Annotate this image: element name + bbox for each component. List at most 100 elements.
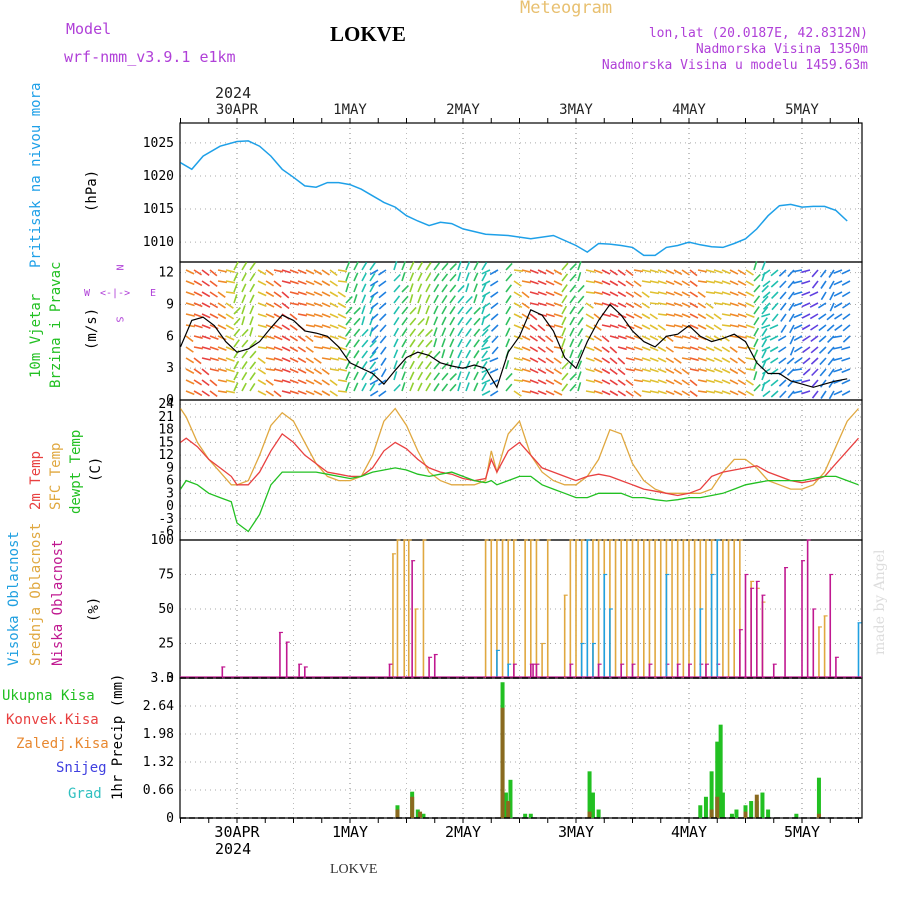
wind-arrow xyxy=(577,317,584,326)
wind-arrow xyxy=(241,382,247,392)
precip-tick-label: 0.66 xyxy=(143,783,174,798)
wind-arrow xyxy=(473,350,480,359)
wind-arrow xyxy=(273,324,283,330)
wind-arrow xyxy=(473,339,480,348)
wind-arrow xyxy=(737,346,748,350)
wind-arrow xyxy=(465,272,470,282)
wind-arrow xyxy=(689,368,699,372)
wind-arrow xyxy=(257,269,267,276)
wind-arrow xyxy=(370,302,379,310)
wind-arrow xyxy=(601,335,610,343)
wind-arrow xyxy=(265,390,275,397)
wind-arrow xyxy=(417,382,423,392)
wind-arrow xyxy=(841,368,851,374)
wind-arrow xyxy=(537,379,547,385)
wind-arrow xyxy=(393,316,400,326)
wind-arrow xyxy=(753,371,758,381)
wind-arrow xyxy=(762,291,771,299)
wind-arrow xyxy=(217,390,228,394)
wind-arrow xyxy=(441,305,448,315)
wind-arrow xyxy=(585,346,595,352)
wind-arrow xyxy=(819,269,827,278)
wind-arrow xyxy=(561,338,566,348)
wind-arrow xyxy=(729,335,740,339)
wind-arrow xyxy=(793,324,803,330)
wind-arrow xyxy=(729,346,738,353)
wind-arrow xyxy=(321,390,331,397)
wind-arrow xyxy=(369,327,374,337)
wind-arrow xyxy=(729,368,739,375)
top-day-label: 3MAY xyxy=(559,102,593,118)
wind-arrow xyxy=(609,269,618,276)
wind-arrow xyxy=(569,373,577,381)
wind-arrow xyxy=(417,272,423,282)
wind-arrow xyxy=(289,335,299,342)
wind-arrow xyxy=(819,357,827,366)
wind-arrow xyxy=(449,383,457,392)
wind-arrow xyxy=(649,280,659,284)
wind-arrow xyxy=(305,313,315,317)
precip-total-bar xyxy=(508,779,513,818)
wind-arrow xyxy=(369,272,376,282)
wind-arrow xyxy=(625,346,635,351)
wind-arrow xyxy=(465,328,472,337)
wind-arrow xyxy=(361,350,369,359)
wind-arrow xyxy=(465,382,470,392)
precip-total-bar xyxy=(415,809,420,818)
wind-arrow xyxy=(393,273,401,282)
wind-arrow xyxy=(433,361,441,370)
wind-arrow xyxy=(641,280,652,284)
wind-arrow xyxy=(577,295,585,304)
wind-arrow xyxy=(321,324,331,329)
wind-arrow xyxy=(353,371,359,381)
compass-w-label: W xyxy=(84,288,91,299)
wind-arrow xyxy=(779,390,787,399)
wind-arrow xyxy=(297,291,307,296)
wind-arrow xyxy=(778,379,787,387)
wind-arrow xyxy=(794,357,803,364)
wind-arrow xyxy=(241,261,248,271)
wind-arrow xyxy=(569,349,574,359)
wind-arrow xyxy=(820,390,827,399)
wind-arrow xyxy=(481,261,488,271)
wind-arrow xyxy=(745,313,755,319)
wind-arrow xyxy=(657,357,667,363)
wind-arrow xyxy=(481,269,491,275)
wind-arrow xyxy=(729,291,739,296)
wind-arrow xyxy=(337,368,347,372)
wind-arrow xyxy=(473,272,479,282)
wind-arrow xyxy=(513,346,523,351)
precip-tick-label: 1.32 xyxy=(143,755,174,770)
wind-arrow xyxy=(665,357,675,364)
wind-arrow xyxy=(449,327,455,337)
wind-arrow xyxy=(201,368,210,376)
wind-arrow xyxy=(449,263,457,271)
wind-arrow xyxy=(561,372,569,381)
wind-arrow xyxy=(713,269,723,274)
wind-arrow xyxy=(193,269,203,276)
wind-arrow xyxy=(257,324,267,329)
wind-arrow xyxy=(505,295,512,304)
wind-arrow xyxy=(641,379,651,383)
wind-arrow xyxy=(297,280,307,285)
wind-arrow xyxy=(721,302,731,306)
wind-arrow xyxy=(521,324,531,331)
wind-arrow xyxy=(380,368,387,378)
wind-arrow xyxy=(209,269,218,277)
wind-arrow xyxy=(337,313,347,319)
wind-arrow xyxy=(771,313,779,322)
wind-arrow xyxy=(609,280,619,287)
wind-arrow xyxy=(633,368,643,372)
wind-arrow xyxy=(337,335,347,340)
wind-arrow xyxy=(569,273,577,282)
wind-arrow xyxy=(721,368,731,374)
wind-arrow xyxy=(842,324,851,332)
wind-arrow xyxy=(321,302,331,308)
wind-arrow xyxy=(289,379,299,384)
wind-arrow xyxy=(465,338,472,348)
wind-arrow xyxy=(441,262,449,271)
wind-arrow xyxy=(697,324,707,330)
wind-arrow xyxy=(673,379,683,386)
wind-arrow xyxy=(481,357,491,362)
